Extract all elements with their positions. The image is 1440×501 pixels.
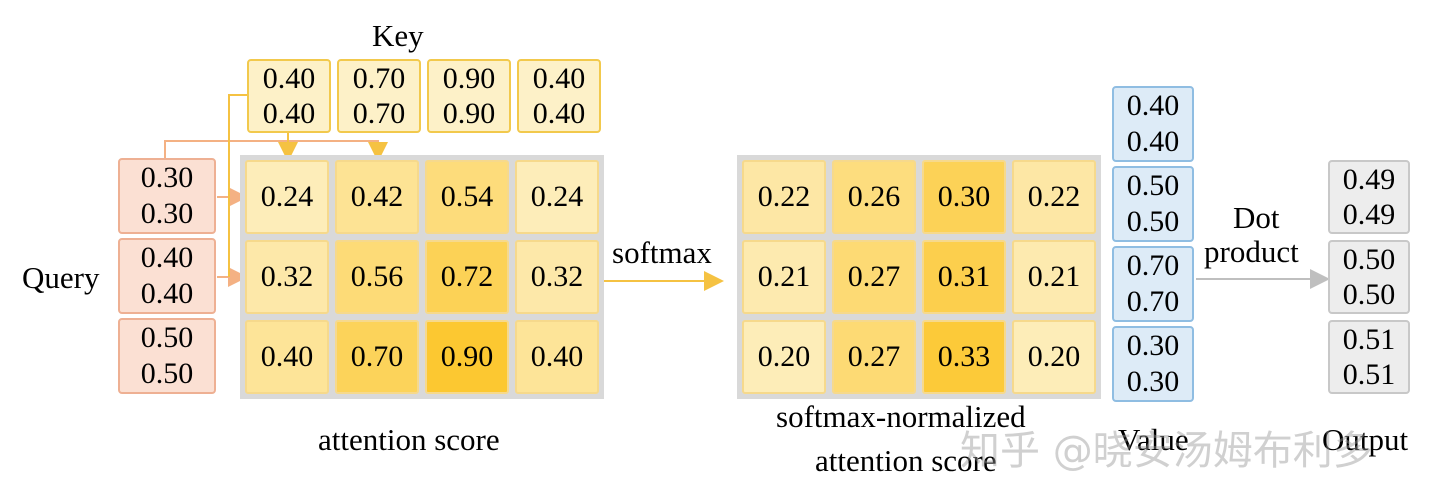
query-to-key-connector: [164, 140, 388, 162]
normalized-score-cell: 0.27: [832, 240, 916, 314]
key-vector-3: 0.90 0.90: [427, 59, 511, 133]
attention-score-cell: 0.40: [515, 320, 599, 394]
key-vector-3-value-2: 0.90: [442, 96, 496, 130]
value-vector-1: 0.40 0.40: [1112, 86, 1194, 162]
query-vector-3-value-2: 0.50: [140, 357, 194, 390]
output-vector-2-value-1: 0.50: [1342, 242, 1396, 276]
key-vector-4-value-1: 0.40: [532, 61, 586, 95]
value-vector-2-value-2: 0.50: [1126, 205, 1180, 238]
attention-score-cell: 0.72: [425, 240, 509, 314]
normalized-score-cell: 0.33: [922, 320, 1006, 394]
key-vector-1-value-2: 0.40: [262, 96, 316, 130]
normalized-score-cell: 0.26: [832, 160, 916, 234]
output-vector-2-value-2: 0.50: [1342, 277, 1396, 311]
output-vector-1-value-2: 0.49: [1342, 197, 1396, 231]
attention-score-cell: 0.24: [245, 160, 329, 234]
softmax-label: softmax: [612, 235, 712, 270]
output-vector-3: 0.51 0.51: [1328, 320, 1410, 394]
key-vector-2-value-1: 0.70: [352, 61, 406, 95]
output-vector-1: 0.49 0.49: [1328, 160, 1410, 234]
attention-score-cell: 0.70: [335, 320, 419, 394]
output-vector-3-value-2: 0.51: [1342, 357, 1396, 391]
normalized-score-cell: 0.20: [1012, 320, 1096, 394]
attention-score-cell: 0.40: [245, 320, 329, 394]
value-vector-3-value-1: 0.70: [1126, 249, 1180, 282]
attention-score-cell: 0.32: [245, 240, 329, 314]
value-vector-4: 0.30 0.30: [1112, 326, 1194, 402]
output-label: Output: [1322, 422, 1409, 457]
key-connector: [228, 94, 247, 277]
normalized-label-line1: softmax-normalized: [776, 399, 1026, 434]
query-vector-1-value-1: 0.30: [140, 161, 194, 194]
attention-score-cell: 0.90: [425, 320, 509, 394]
watermark: 知乎 @晓安汤姆布利多: [960, 428, 1373, 474]
query-vector-3-value-1: 0.50: [140, 321, 194, 354]
query-vector-2-value-1: 0.40: [140, 241, 194, 274]
output-vector-2: 0.50 0.50: [1328, 240, 1410, 314]
value-vector-1-value-1: 0.40: [1126, 89, 1180, 122]
output-vector-1-value-1: 0.49: [1342, 162, 1396, 196]
normalized-score-cell: 0.30: [922, 160, 1006, 234]
key-vector-4-value-2: 0.40: [532, 96, 586, 130]
normalized-label-line2: attention score: [815, 443, 997, 478]
query-label: Query: [22, 260, 100, 295]
normalized-score-cell: 0.22: [742, 160, 826, 234]
value-label: Value: [1118, 422, 1189, 457]
output-vector-3-value-1: 0.51: [1342, 322, 1396, 356]
key-vector-1-value-1: 0.40: [262, 61, 316, 95]
value-vector-2: 0.50 0.50: [1112, 166, 1194, 242]
attention-score-label: attention score: [318, 422, 500, 457]
value-vector-4-value-2: 0.30: [1126, 365, 1180, 398]
attention-score-cell: 0.24: [515, 160, 599, 234]
value-vector-3-value-2: 0.70: [1126, 285, 1180, 318]
normalized-score-cell: 0.31: [922, 240, 1006, 314]
normalized-score-cell: 0.21: [1012, 240, 1096, 314]
dot-product-label-line2: product: [1204, 234, 1299, 269]
key-vector-4: 0.40 0.40: [517, 59, 601, 133]
key-vector-2: 0.70 0.70: [337, 59, 421, 133]
query-vector-1: 0.30 0.30: [118, 158, 216, 234]
normalized-score-cell: 0.22: [1012, 160, 1096, 234]
attention-score-cell: 0.54: [425, 160, 509, 234]
attention-score-cell: 0.56: [335, 240, 419, 314]
normalized-score-cell: 0.27: [832, 320, 916, 394]
attention-score-cell: 0.32: [515, 240, 599, 314]
normalized-score-cell: 0.21: [742, 240, 826, 314]
value-vector-3: 0.70 0.70: [1112, 246, 1194, 322]
dot-product-label-line1: Dot: [1233, 200, 1280, 235]
query-vector-2: 0.40 0.40: [118, 238, 216, 314]
query-vector-2-value-2: 0.40: [140, 277, 194, 310]
key-vector-1: 0.40 0.40: [247, 59, 331, 133]
value-vector-1-value-2: 0.40: [1126, 125, 1180, 158]
attention-score-cell: 0.42: [335, 160, 419, 234]
query-vector-1-value-2: 0.30: [140, 197, 194, 230]
value-vector-4-value-1: 0.30: [1126, 329, 1180, 362]
key-vector-3-value-1: 0.90: [442, 61, 496, 95]
query-vector-3: 0.50 0.50: [118, 318, 216, 394]
key-label: Key: [372, 18, 424, 53]
key-vector-2-value-2: 0.70: [352, 96, 406, 130]
value-vector-2-value-1: 0.50: [1126, 169, 1180, 202]
normalized-score-cell: 0.20: [742, 320, 826, 394]
